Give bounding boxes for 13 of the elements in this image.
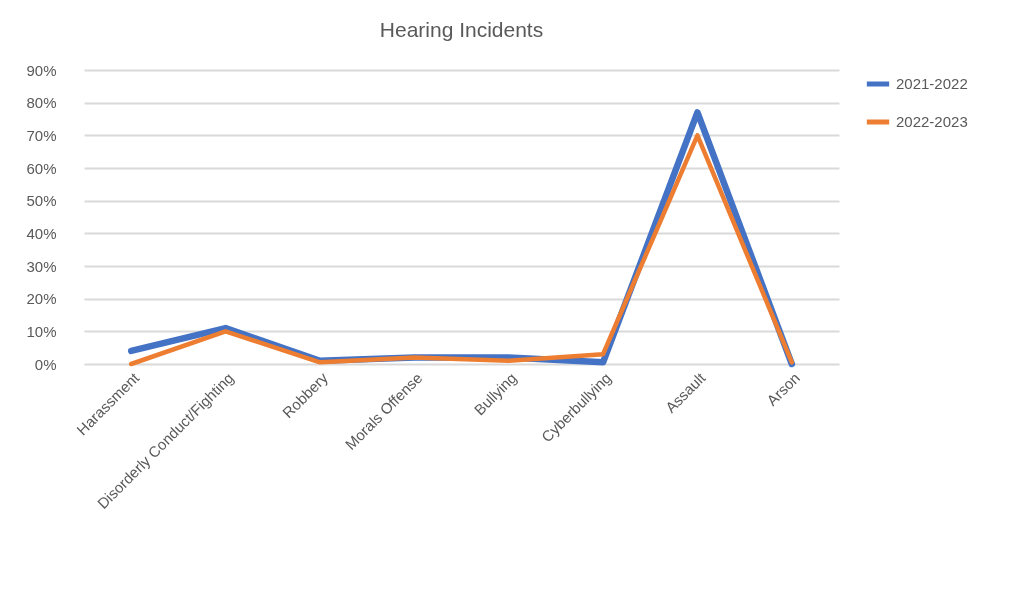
y-tick-label: 50% (26, 192, 57, 210)
legend-label: 2021-2022 (896, 75, 968, 92)
y-tick-label: 60% (26, 159, 57, 177)
y-tick-label: 40% (26, 224, 57, 242)
y-tick-label: 70% (26, 126, 57, 144)
y-tick-label: 80% (26, 94, 57, 112)
y-tick-label: 90% (26, 61, 57, 79)
chart-title: Hearing Incidents (379, 18, 544, 41)
y-tick-label: 30% (26, 257, 57, 275)
legend-label: 2022-2023 (896, 113, 968, 130)
y-tick-label: 20% (26, 290, 57, 308)
y-tick-label: 0% (34, 355, 57, 373)
y-tick-label: 10% (26, 322, 57, 340)
